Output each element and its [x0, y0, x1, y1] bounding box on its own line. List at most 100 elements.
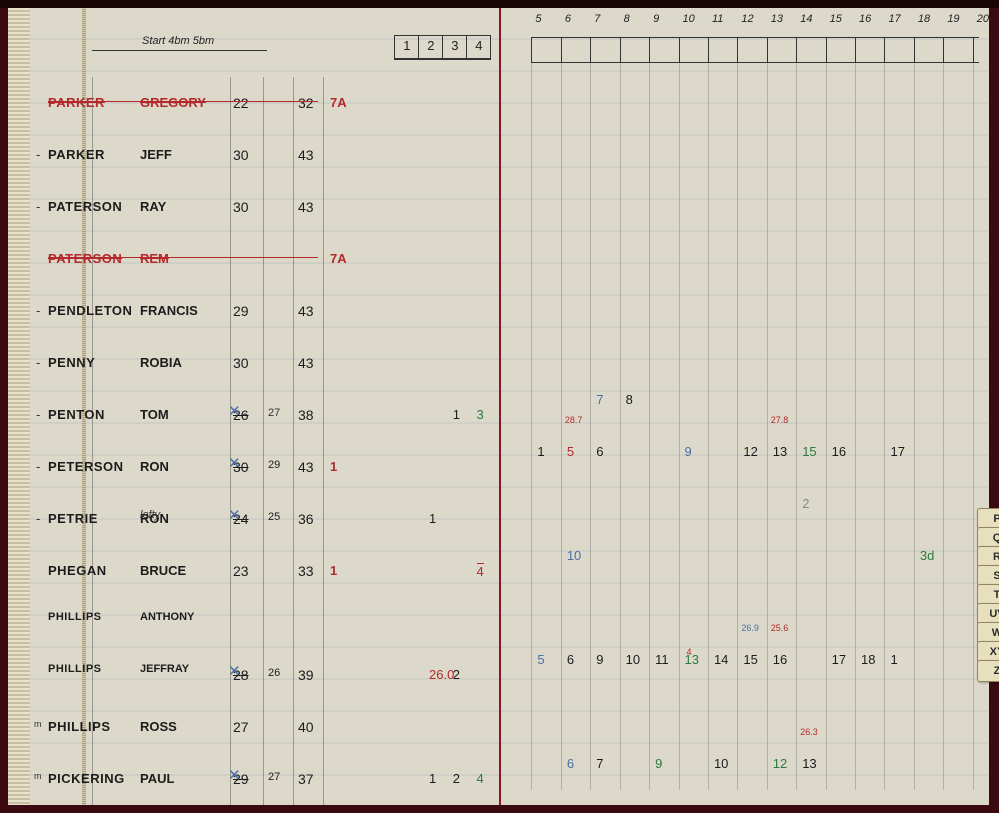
left-table: Start 4bm 5bm 1 2 3 4 PARKER GREGORY 22 32 7…	[30, 22, 499, 805]
row-marker: -	[36, 303, 40, 318]
last-name: PHILLIPS	[48, 611, 102, 623]
alphabet-tabs: PQRSTUVWXYZ	[977, 508, 999, 679]
grid-cell-2: 2	[453, 667, 460, 682]
table-row-right: 5 6 9 10 11 13 4 14 15 26.9 16 25.6 17 18 1	[531, 634, 979, 686]
cross-mark: ✕	[228, 454, 241, 472]
start-value: 30	[233, 199, 249, 215]
bm5-value: 43	[298, 303, 314, 319]
start-value: 30	[233, 355, 249, 371]
last-name: PENNY	[48, 355, 95, 370]
grid-cell-super-14: 26.3	[800, 727, 818, 737]
table-row: m PHILLIPS ROSS 27 40	[30, 701, 499, 753]
strikethrough-line	[48, 101, 318, 102]
extra-annotation: 1	[330, 563, 337, 578]
extra-annotation: 7A	[330, 251, 347, 266]
col-header-14: 14	[800, 13, 812, 25]
table-row: - PETRIE RON lofty 24 ✕ 25 36 1	[30, 493, 499, 545]
extra-annotation: 1	[330, 459, 337, 474]
start-value: 27	[233, 719, 249, 735]
col-header-4: 4	[467, 36, 490, 58]
first-name: ANTHONY	[140, 611, 194, 623]
col-header-17: 17	[888, 13, 900, 25]
alphabet-tab-z[interactable]: Z	[977, 660, 999, 682]
last-name: PATERSON	[48, 251, 122, 266]
grid-cell-2: 2	[453, 771, 460, 786]
grid-cell-14: 2	[802, 496, 809, 511]
start-value: 30	[233, 147, 249, 163]
grid-cell-super-6: 28.7	[565, 415, 583, 425]
first-name: RAY	[140, 199, 166, 214]
grid-cell-10: 9	[685, 444, 692, 459]
grid-cell-sub-10: 4	[687, 647, 692, 657]
table-row: - PETERSON RON 30 ✕ 29 43 1	[30, 441, 499, 493]
grid-cell-2: 1	[453, 407, 460, 422]
grid-cell-8: 10	[626, 652, 640, 667]
table-row-right	[531, 686, 979, 738]
bm5-value: 37	[298, 771, 314, 787]
first-name: JEFFRAY	[140, 663, 189, 675]
col-header-16: 16	[859, 13, 871, 25]
bm4-value: 27	[268, 407, 280, 419]
col-header-2: 2	[419, 36, 443, 58]
col-header-20: 20	[977, 13, 989, 25]
grid-cell-14: 13	[802, 756, 816, 771]
bm4-value: 25	[268, 511, 280, 523]
row-marker: -	[36, 459, 40, 474]
grid-cell-1: 1	[429, 771, 436, 786]
row-marker: -	[36, 147, 40, 162]
table-row-right: 2	[531, 478, 979, 530]
col-header-7: 7	[594, 13, 600, 25]
bm5-value: 36	[298, 511, 314, 527]
bm4-value: 29	[268, 459, 280, 471]
grid-cell-3: 4	[477, 771, 484, 786]
last-name: PHILLIPS	[48, 719, 111, 734]
row-marker: m	[34, 771, 42, 781]
col-header-15: 15	[830, 13, 842, 25]
table-row: PHEGANBRUCE2333147	[30, 545, 499, 597]
col-header-12: 12	[741, 13, 753, 25]
grid-cell-8: 8	[626, 392, 633, 407]
first-name: ROBIA	[140, 355, 182, 370]
nickname: lofty	[140, 509, 160, 521]
grid-cell-7: 7	[596, 392, 603, 407]
table-row-right	[531, 322, 979, 374]
start-value: 22	[233, 95, 249, 111]
grid-cell-9: 11	[655, 652, 669, 667]
table-row: -PENTONTOM26✕2738134	[30, 389, 499, 441]
cross-mark: ✕	[228, 402, 241, 420]
table-row: m PICKERING PAUL 29 ✕ 27 37 1 2 4	[30, 753, 499, 805]
grid-cell-13: 16	[773, 652, 787, 667]
first-name: FRANCIS	[140, 303, 198, 318]
grid-cell-15: 17	[832, 652, 846, 667]
col-header-13: 13	[771, 13, 783, 25]
row-marker: m	[34, 719, 42, 729]
table-row: PARKER GREGORY 22 32 7A	[30, 77, 499, 129]
left-page: Start 4bm 5bm 1 2 3 4 PARKER GREGORY 22 32 7…	[30, 8, 501, 805]
col-header-10: 10	[683, 13, 695, 25]
page-edge-decoration	[8, 8, 30, 805]
table-row-right: 1 5 28.7 6 9 12 13 27.8 15 16 17	[531, 426, 979, 478]
cross-mark: ✕	[228, 766, 241, 784]
last-name: PENTON	[48, 407, 105, 422]
col-header-18: 18	[918, 13, 930, 25]
grid-cell-11: 10	[714, 756, 728, 771]
start-value: 29	[233, 303, 249, 319]
grid-cell-9: 9	[655, 756, 662, 771]
table-row-right	[531, 114, 979, 166]
bm5-value: 43	[298, 199, 314, 215]
table-row: PHILLIPS JEFFRAY 28 ✕ 26 39 26.0 2	[30, 649, 499, 701]
table-row: - PENNY ROBIA 30 43	[30, 337, 499, 389]
first-name: TOM	[140, 407, 169, 422]
grid-cell-13: 13	[773, 444, 787, 459]
book-spine-top	[0, 0, 999, 8]
first-name: PAUL	[140, 771, 174, 786]
left-numbered-columns: 1 2 3 4	[394, 35, 491, 60]
bm5-value: 43	[298, 459, 314, 475]
bm4-value: 26	[268, 667, 280, 679]
first-name: RON	[140, 459, 169, 474]
table-row-right: 6 7 9 10 12 13 26.3	[531, 738, 979, 790]
table-row-right	[531, 62, 979, 114]
table-row-right	[531, 218, 979, 270]
bm5-value: 38	[298, 407, 314, 423]
